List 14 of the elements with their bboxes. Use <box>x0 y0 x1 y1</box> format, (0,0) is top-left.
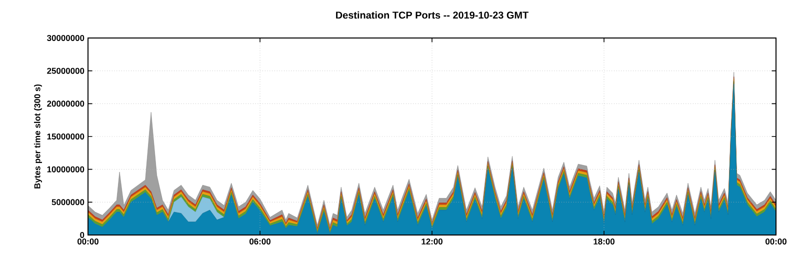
x-tick-label: 18:00 <box>594 238 614 245</box>
x-tick-label: 00:00 <box>78 238 98 245</box>
y-tick-label: 25000000 <box>47 68 84 74</box>
x-tick-label: 00:00 <box>766 238 786 245</box>
x-tick-label: 06:00 <box>250 238 270 245</box>
x-tick-label: 12:00 <box>422 238 442 245</box>
chart-title: Destination TCP Ports -- 2019-10-23 GMT <box>336 11 528 19</box>
y-tick-label: 10000000 <box>47 166 84 172</box>
y-tick-label: 30000000 <box>46 35 84 42</box>
y-tick-label: 5000000 <box>52 199 84 206</box>
y-axis-title: Bytes per time slot (300 s) <box>34 84 42 188</box>
y-tick-label: 0 <box>80 232 84 238</box>
y-tick-label: 20000000 <box>47 100 84 107</box>
y-tick-label: 15000000 <box>47 134 84 140</box>
